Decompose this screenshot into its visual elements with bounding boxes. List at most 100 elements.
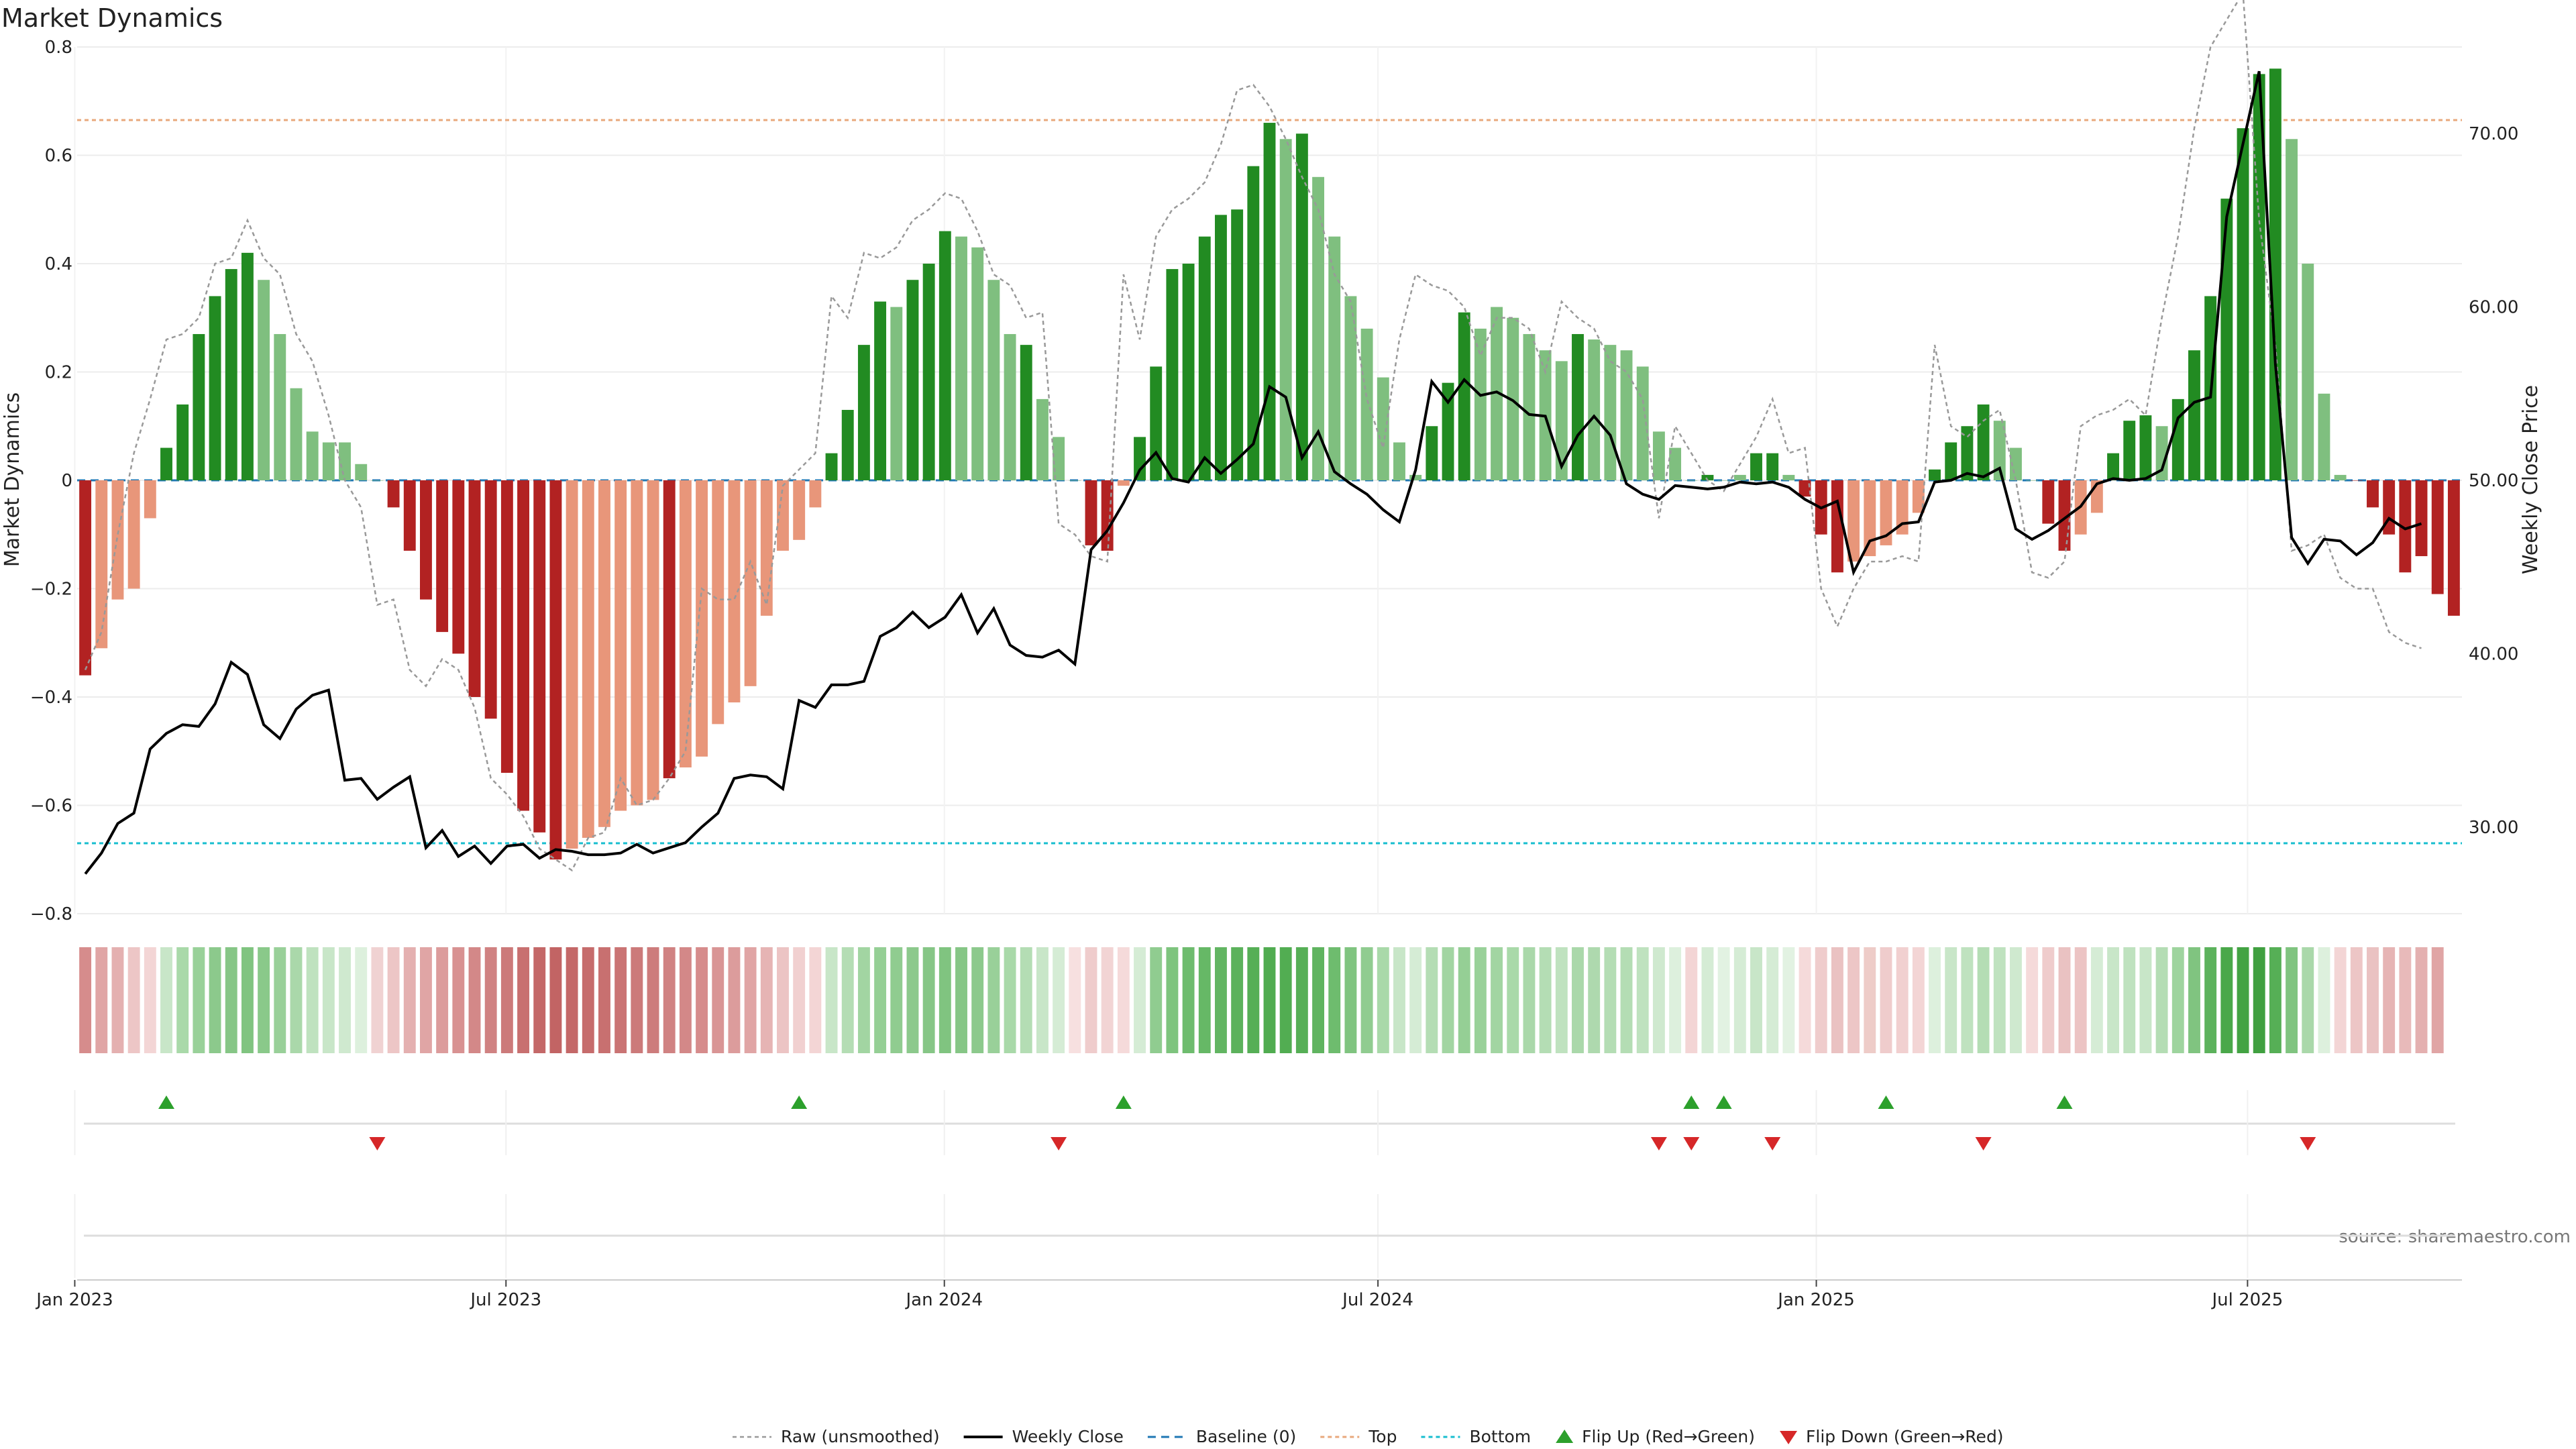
dynamics-bar <box>1377 377 1389 480</box>
heat-strip-cell <box>809 947 822 1053</box>
heat-strip-cell <box>1896 947 1909 1053</box>
heat-strip-cell <box>1880 947 1892 1053</box>
dynamics-bar <box>1053 437 1065 480</box>
dynamics-bar <box>1069 480 1081 481</box>
dynamics-bar <box>1409 474 1422 480</box>
heat-strip-cell <box>1215 947 1227 1053</box>
heat-strip-cell <box>1344 947 1357 1053</box>
heat-strip-cell <box>987 947 1000 1053</box>
y-tick-label: −0.4 <box>30 688 72 708</box>
dynamics-bar <box>533 480 546 833</box>
legend-label: Top <box>1368 1427 1397 1446</box>
dynamics-bar <box>95 480 108 649</box>
heat-strip-cell <box>176 947 189 1053</box>
flip-down-marker <box>1975 1137 1992 1150</box>
dynamics-bar <box>712 480 724 724</box>
heat-strip-cell <box>1799 947 1811 1053</box>
dynamics-bar <box>793 480 806 540</box>
dynamics-bar <box>744 480 757 686</box>
dynamics-bar <box>2302 264 2314 480</box>
heat-strip-cell <box>1328 947 1341 1053</box>
heat-strip-cell <box>1669 947 1682 1053</box>
heat-strip-cell <box>1977 947 1990 1053</box>
dynamics-bar <box>1782 474 1795 480</box>
heat-strip-cell <box>971 947 984 1053</box>
dynamics-bar <box>2220 199 2233 480</box>
flip-down-marker <box>1764 1137 1781 1150</box>
dynamics-bar <box>1523 333 1536 480</box>
heat-strip-cell <box>1961 947 1974 1053</box>
heat-strip-cell <box>1912 947 1925 1053</box>
dynamics-bar <box>2107 453 2119 480</box>
heat-strip-cell <box>2042 947 2055 1053</box>
heat-strip-cell <box>1263 947 1276 1053</box>
dynamics-bar <box>631 480 643 806</box>
heat-strip-cell <box>127 947 140 1053</box>
y-tick-label: −0.6 <box>30 796 72 816</box>
heat-strip-cell <box>468 947 481 1053</box>
dynamics-bar <box>1295 133 1308 480</box>
y2-tick-label: 30.00 <box>2469 818 2518 838</box>
dynamics-bar <box>1020 345 1032 480</box>
dynamics-bar <box>1799 480 1811 497</box>
heat-strip-cell <box>1053 947 1065 1053</box>
heat-strip-cell <box>1766 947 1779 1053</box>
dynamics-bar <box>1279 139 1292 480</box>
heat-strip-cell <box>2139 947 2152 1053</box>
heat-strip-cell <box>484 947 497 1053</box>
heat-strip-cell <box>728 947 741 1053</box>
heat-strip-cell <box>1604 947 1617 1053</box>
heat-strip-cell <box>825 947 838 1053</box>
dynamics-bar <box>1247 166 1260 480</box>
dynamics-bar <box>1491 307 1503 480</box>
dynamics-bar <box>1166 269 1179 480</box>
y2-axis-ticks: 70.00 60.00 50.00 40.00 30.00 <box>2469 124 2518 838</box>
dynamics-bar <box>2026 480 2039 481</box>
x-axis-ticks: Jan 2023 Jul 2023 Jan 2024 Jul 2024 Jan 2025… <box>35 1280 2283 1310</box>
heat-strip-cell <box>1847 947 1860 1053</box>
heat-strip-cell <box>258 947 270 1053</box>
heat-strip-cell <box>1409 947 1422 1053</box>
dynamics-bar <box>922 264 935 480</box>
x-tick-label: Jul 2023 <box>469 1290 541 1310</box>
heat-strip-cell <box>1182 947 1195 1053</box>
heat-strip-cell <box>79 947 92 1053</box>
dynamics-bar <box>436 480 449 633</box>
dynamics-bar <box>1328 236 1341 480</box>
dynamics-bar <box>176 404 189 480</box>
heat-strip-cell <box>2286 947 2298 1053</box>
dynamics-bar <box>696 480 708 757</box>
y-tick-label: −0.8 <box>30 904 72 924</box>
dynamics-bar <box>1117 480 1130 486</box>
dynamics-bar <box>874 301 887 480</box>
flip-down-marker <box>2300 1137 2316 1150</box>
raw-line <box>84 0 2422 872</box>
heat-strip-cell <box>2107 947 2119 1053</box>
dynamics-bar <box>679 480 692 767</box>
dynamics-bars <box>79 68 2460 860</box>
heat-strip-cell <box>906 947 919 1053</box>
dynamics-bar <box>371 480 384 481</box>
y-tick-label: 0.6 <box>45 146 72 166</box>
heat-strip-cell <box>1426 947 1438 1053</box>
heat-strip-cell <box>1555 947 1568 1053</box>
dynamics-bar <box>971 247 984 480</box>
heat-strip-cell <box>371 947 384 1053</box>
heat-strip-cell <box>1377 947 1389 1053</box>
dynamics-bar <box>79 480 92 676</box>
dynamics-bar <box>2155 426 2168 480</box>
heat-strip-cell <box>1036 947 1049 1053</box>
heat-strip-cell <box>1134 947 1146 1053</box>
heat-strip-cell <box>274 947 286 1053</box>
heat-strip-cell <box>2399 947 2412 1053</box>
heat-strip-cell <box>679 947 692 1053</box>
heat-strip-cell <box>1020 947 1032 1053</box>
y-tick-label: 0.8 <box>45 38 72 58</box>
dynamics-bar <box>1652 431 1665 480</box>
dynamics-bar <box>777 480 789 551</box>
heat-strip-cell <box>2058 947 2071 1053</box>
x-tick-label: Jan 2024 <box>904 1290 983 1310</box>
dynamics-bar <box>2237 128 2249 480</box>
flip-down-marker <box>1683 1137 1700 1150</box>
heat-strip-cell <box>2171 947 2184 1053</box>
